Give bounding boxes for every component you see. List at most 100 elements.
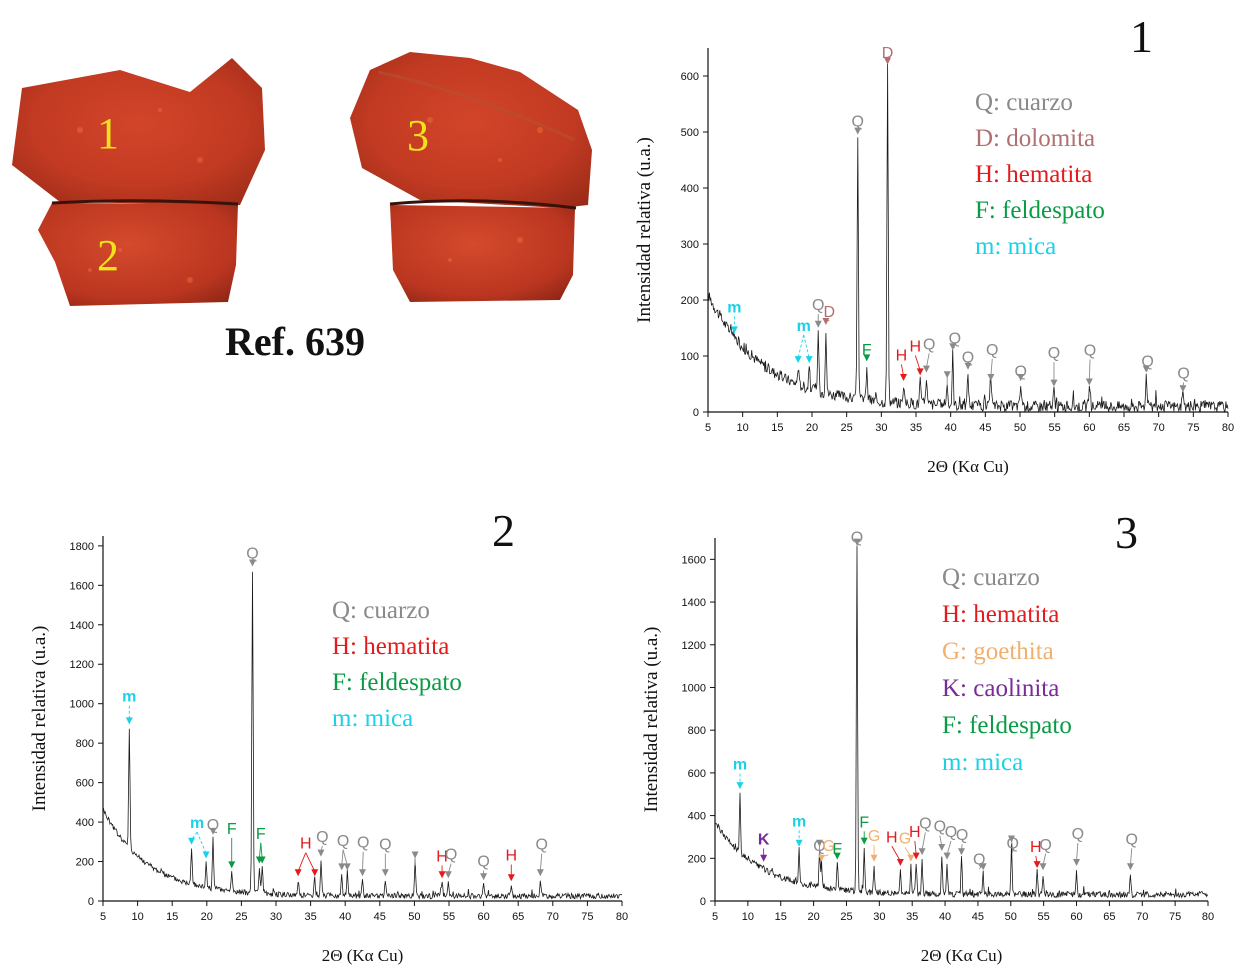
peak-guide — [990, 358, 993, 377]
legend-entry: H: hematita — [942, 601, 1059, 628]
x-tick-label: 60 — [477, 911, 489, 923]
peak-arrow — [359, 869, 366, 877]
peak-arrow — [258, 856, 266, 864]
diffractogram-trace — [707, 63, 1229, 414]
peak-arrow — [817, 854, 825, 862]
peak-label: H — [300, 836, 312, 853]
x-tick-label: 35 — [304, 911, 316, 923]
peak-arrow — [863, 354, 871, 362]
y-tick-label: 1000 — [682, 682, 706, 694]
y-tick-label: 800 — [76, 738, 94, 750]
peak-arrow — [912, 852, 920, 860]
peak-label: D — [824, 304, 836, 321]
xrd-chart-3: 5 10 15 20 25 30 35 40 45 50 55 60 65 70 75 80020040060… — [641, 507, 1214, 965]
y-tick-label: 1800 — [70, 541, 94, 553]
peak-arrow — [444, 871, 452, 879]
peak-label: K — [758, 831, 770, 848]
peak-guide — [1129, 848, 1133, 866]
peak-arrow — [760, 854, 768, 862]
peak-label: m — [190, 815, 204, 832]
x-tick-label: 20 — [806, 422, 818, 434]
y-tick-label: 0 — [700, 896, 706, 908]
peak-arrow — [730, 326, 738, 334]
peak-arrow — [1033, 861, 1041, 869]
peak-guide — [914, 355, 921, 371]
peak-arrow — [814, 320, 822, 328]
peak-arrow — [853, 538, 861, 546]
sherd-fragment-1 — [12, 58, 265, 205]
x-tick-label: 70 — [1153, 422, 1165, 434]
x-tick-label: 40 — [939, 911, 951, 923]
peak-arrow — [958, 848, 965, 856]
peak-label: H — [1030, 839, 1042, 856]
x-tick-label: 70 — [1136, 911, 1148, 923]
peak-arrow — [1017, 374, 1025, 381]
peak-arrow — [1085, 378, 1093, 386]
peak-guide — [1088, 359, 1091, 381]
peak-arrow — [987, 374, 995, 381]
x-tick-label: 45 — [374, 911, 386, 923]
peak-arrow — [1073, 858, 1081, 866]
legend-entry: D: dolomita — [975, 125, 1095, 152]
peak-label: G — [899, 830, 911, 847]
x-tick-label: 75 — [1187, 422, 1199, 434]
y-tick-label: 1400 — [682, 597, 706, 609]
y-axis-label: Intensidad relativa (u.a.) — [641, 627, 662, 813]
peak-arrow — [918, 848, 926, 856]
sherd-label-2: 2 — [97, 231, 119, 280]
x-tick-label: 35 — [906, 911, 918, 923]
peak-guide — [914, 840, 917, 855]
x-tick-label: 50 — [408, 911, 420, 923]
peak-arrow — [979, 863, 987, 871]
x-tick-label: 80 — [1222, 422, 1234, 434]
peak-guide — [258, 842, 262, 859]
peak-arrow — [833, 852, 841, 860]
peak-label: Q — [934, 819, 946, 836]
peak-label: Q — [986, 342, 998, 359]
peak-guide — [260, 842, 263, 859]
y-tick-label: 800 — [688, 725, 706, 737]
peak-arrow — [943, 852, 951, 860]
x-tick-label: 30 — [270, 911, 282, 923]
legend-entry: F: feldespato — [332, 669, 462, 696]
peak-label: m — [122, 689, 136, 706]
legend-entry: m: mica — [942, 749, 1023, 776]
legend-entry: m: mica — [332, 705, 413, 732]
peak-label: m — [797, 318, 811, 335]
peak-guide — [891, 846, 901, 862]
y-tick-label: 1400 — [70, 620, 94, 632]
peak-arrow — [949, 343, 957, 351]
peak-label: H — [896, 347, 908, 364]
x-tick-label: 60 — [1070, 911, 1082, 923]
peak-guide — [297, 852, 307, 872]
sample-photo: 1 2 3 — [12, 52, 592, 306]
y-tick-label: 600 — [688, 768, 706, 780]
peak-arrow — [1142, 365, 1150, 373]
peak-arrow — [938, 844, 946, 852]
x-tick-label: 70 — [547, 911, 559, 923]
peak-guide — [803, 334, 810, 359]
peak-arrow — [343, 863, 351, 871]
peak-label: F — [862, 342, 872, 359]
x-tick-label: 55 — [1038, 911, 1050, 923]
peak-label: Q — [379, 837, 391, 854]
peak-label: G — [868, 828, 880, 845]
sample-reference: Ref. 639 — [225, 319, 365, 364]
peak-arrow — [1007, 835, 1015, 843]
legend-entry: Q: cuarzo — [332, 597, 430, 624]
x-axis-label: 2Θ (Kα Cu) — [921, 946, 1003, 965]
panel-number: 3 — [1115, 507, 1138, 558]
y-tick-label: 400 — [76, 817, 94, 829]
peak-arrow — [228, 861, 236, 869]
y-axis-label: Intensidad relativa (u.a.) — [29, 626, 50, 812]
peak-label: Q — [1007, 836, 1019, 853]
x-tick-label: 65 — [1118, 422, 1130, 434]
peak-label: Q — [1177, 365, 1189, 382]
peak-label: Q — [1126, 831, 1138, 848]
peak-label: m — [792, 813, 806, 830]
y-tick-label: 600 — [76, 778, 94, 790]
x-tick-label: 45 — [972, 911, 984, 923]
peak-arrow — [411, 851, 419, 859]
y-tick-label: 1600 — [682, 554, 706, 566]
peak-guide — [921, 832, 926, 851]
